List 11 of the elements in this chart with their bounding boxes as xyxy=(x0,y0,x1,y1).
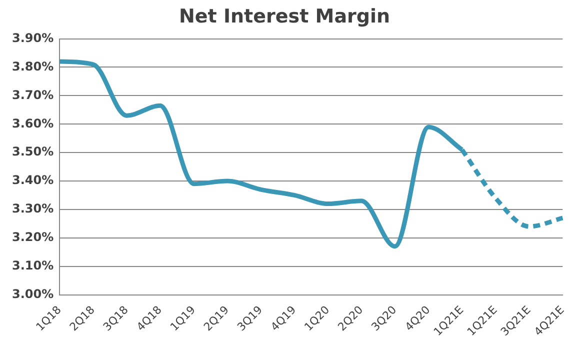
y-tick-label: 3.00% xyxy=(12,286,54,301)
y-tick-label: 3.30% xyxy=(12,202,54,216)
y-tick-label: 3.70% xyxy=(12,88,54,102)
y-tick-label: 3.10% xyxy=(12,258,54,272)
y-tick-label: 3.80% xyxy=(12,59,54,74)
y-tick-label: 3.40% xyxy=(12,173,54,188)
y-tick-label: 3.20% xyxy=(12,230,54,244)
chart-title: Net Interest Margin xyxy=(178,5,390,28)
y-tick-label: 3.50% xyxy=(12,144,54,159)
y-tick-label: 3.90% xyxy=(12,30,54,45)
y-tick-label: 3.60% xyxy=(12,116,54,130)
